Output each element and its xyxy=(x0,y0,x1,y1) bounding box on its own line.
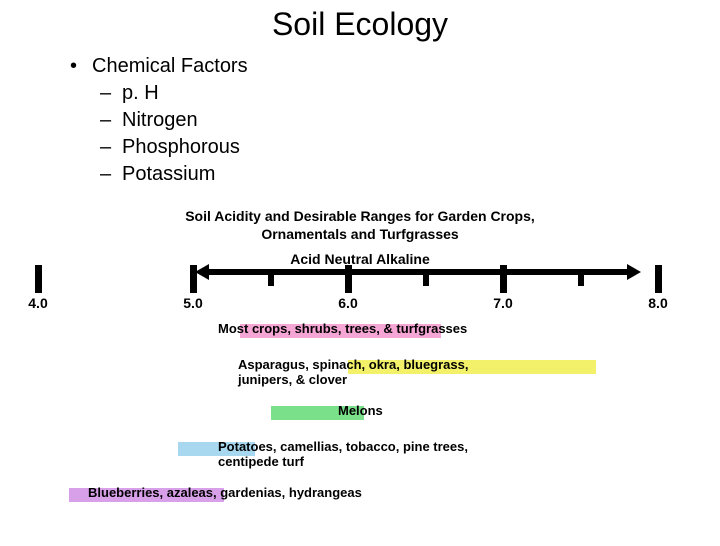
range-label: Most crops, shrubs, trees, & turfgrasses xyxy=(218,322,467,337)
bullet-sub: Nitrogen xyxy=(70,107,720,134)
tick-label: 4.0 xyxy=(28,295,47,311)
arrow-right-icon xyxy=(627,264,641,280)
tick-minor xyxy=(500,274,506,286)
tick-major xyxy=(190,265,197,293)
range-row: Potatoes, camellias, tobacco, pine trees… xyxy=(38,440,682,480)
chart-title: Soil Acidity and Desirable Ranges for Ga… xyxy=(28,208,692,243)
tick-label: 7.0 xyxy=(493,295,512,311)
range-label: Blueberries, azaleas, gardenias, hydrang… xyxy=(88,486,362,501)
range-row: Melons xyxy=(38,404,682,434)
bullet-sub: p. H xyxy=(70,80,720,107)
tick-label: 5.0 xyxy=(183,295,202,311)
range-label: Melons xyxy=(338,404,383,419)
bullet-top: Chemical Factors xyxy=(70,53,720,80)
range-label: Potatoes, camellias, tobacco, pine trees… xyxy=(218,440,468,470)
axis: 4.05.06.07.08.0 xyxy=(38,269,682,314)
range-row: Most crops, shrubs, trees, & turfgrasses xyxy=(38,322,682,352)
bullet-sub: Phosphorous xyxy=(70,134,720,161)
range-row: Blueberries, azaleas, gardenias, hydrang… xyxy=(38,486,682,516)
ranges: Most crops, shrubs, trees, & turfgrasses… xyxy=(38,322,682,516)
bullet-list: Chemical Factors p. H Nitrogen Phosphoro… xyxy=(70,53,720,188)
range-row: Asparagus, spinach, okra, bluegrass, jun… xyxy=(38,358,682,398)
tick-label: 6.0 xyxy=(338,295,357,311)
scale-label: Acid Neutral Alkaline xyxy=(28,251,692,267)
tick-minor xyxy=(268,274,274,286)
tick-minor xyxy=(345,274,351,286)
range-label: Asparagus, spinach, okra, bluegrass, jun… xyxy=(238,358,468,388)
page-title: Soil Ecology xyxy=(0,6,720,43)
tick-label: 8.0 xyxy=(648,295,667,311)
bullet-sub: Potassium xyxy=(70,161,720,188)
ph-chart: Soil Acidity and Desirable Ranges for Ga… xyxy=(28,208,692,516)
tick-minor xyxy=(423,274,429,286)
tick-major xyxy=(35,265,42,293)
tick-minor xyxy=(578,274,584,286)
tick-major xyxy=(655,265,662,293)
